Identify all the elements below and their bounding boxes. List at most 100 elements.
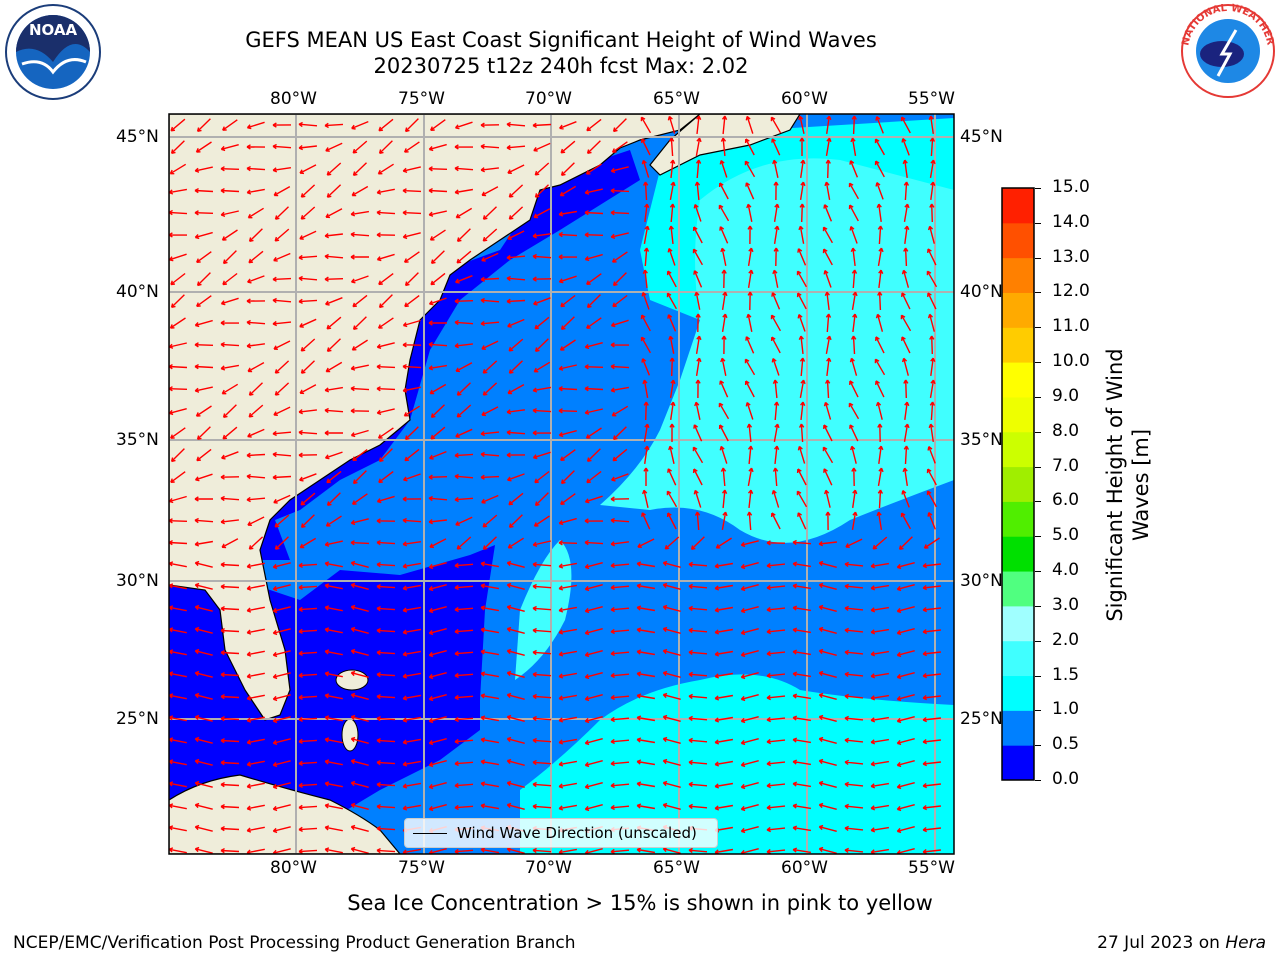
colorbar-tick-label: 14.0 <box>1052 211 1090 232</box>
wind-wave-arrow <box>506 560 525 568</box>
wind-wave-arrow <box>721 489 728 509</box>
wind-wave-arrow <box>870 716 890 723</box>
wind-wave-arrow <box>300 206 316 220</box>
wind-wave-arrow <box>428 495 448 502</box>
colorbar-tick-mark <box>1035 571 1041 573</box>
wind-wave-arrow <box>719 159 728 178</box>
land-us-east-coast <box>169 114 701 721</box>
wind-wave-arrow <box>376 561 396 568</box>
wind-wave-arrow <box>402 517 422 524</box>
wind-wave-arrow <box>298 562 318 569</box>
noaa-logo-text: NOAA <box>29 21 78 39</box>
wind-wave-arrow <box>688 671 708 678</box>
colorbar-tick-mark <box>1035 640 1041 642</box>
wind-wave-arrow <box>533 142 551 152</box>
wind-wave-arrow <box>927 512 936 530</box>
wind-wave-arrow <box>560 294 576 308</box>
wind-wave-arrow <box>800 401 806 420</box>
wind-wave-arrow <box>610 694 630 701</box>
wind-wave-arrow <box>378 294 393 309</box>
wind-wave-arrow <box>194 670 213 678</box>
wind-wave-arrow <box>695 137 702 157</box>
colorbar-bin <box>1002 362 1034 398</box>
wind-wave-arrow <box>274 382 290 396</box>
wind-wave-arrow <box>402 188 422 194</box>
wind-wave-arrow <box>610 562 630 569</box>
wind-wave-arrow <box>324 781 343 788</box>
wind-wave-arrow <box>850 445 857 464</box>
wind-wave-arrow <box>220 583 240 590</box>
wind-wave-arrow <box>844 583 864 590</box>
wind-wave-arrow <box>903 379 909 399</box>
wind-wave-arrow <box>169 408 187 416</box>
wind-wave-arrow <box>610 716 630 723</box>
wind-wave-arrow <box>246 121 265 130</box>
wind-wave-arrow <box>740 650 759 658</box>
wind-wave-arrow <box>350 714 369 722</box>
wind-wave-arrow <box>170 471 186 483</box>
wind-wave-arrow <box>326 338 341 352</box>
wind-wave-arrow <box>824 489 831 508</box>
wind-wave-arrow <box>324 737 343 744</box>
wind-wave-arrow <box>558 364 577 371</box>
wind-wave-arrow <box>610 606 630 613</box>
wind-wave-arrow <box>636 671 656 678</box>
wind-wave-arrow <box>903 423 910 443</box>
lat-label-left-25n: 25°N <box>116 709 159 729</box>
colorbar-bin <box>1002 188 1034 224</box>
wind-wave-arrow <box>770 336 781 354</box>
wind-wave-arrow <box>766 716 786 723</box>
wind-wave-arrow <box>714 716 734 723</box>
wind-wave-arrow <box>194 648 213 656</box>
wind-wave-arrow <box>246 628 265 635</box>
wind-wave-arrow <box>745 115 754 134</box>
wind-wave-arrow <box>377 427 394 439</box>
colorbar-bin <box>1002 292 1034 328</box>
wind-wave-arrow <box>402 628 422 635</box>
legend-label: Wind Wave Direction (unscaled) <box>457 824 697 842</box>
wind-wave-arrow <box>746 313 753 332</box>
wind-wave-arrow <box>896 694 915 702</box>
colorbar-tick-mark <box>1035 501 1041 503</box>
wind-wave-arrow <box>456 382 471 396</box>
wind-wave-arrow <box>719 380 729 398</box>
wind-wave-arrow <box>610 363 630 370</box>
wind-wave-arrow <box>818 714 837 722</box>
wind-wave-arrow <box>376 342 395 349</box>
wind-wave-arrow <box>324 253 344 260</box>
wind-wave-arrow <box>350 231 370 238</box>
wind-wave-arrow <box>454 848 474 854</box>
wind-wave-arrow <box>740 760 759 768</box>
wind-wave-arrow <box>428 519 447 525</box>
wind-wave-arrow <box>273 406 291 416</box>
wind-wave-arrow <box>584 562 603 570</box>
wind-wave-arrow <box>456 536 472 550</box>
wind-wave-arrow <box>900 116 911 134</box>
wind-wave-arrow <box>350 518 369 526</box>
wind-wave-arrow <box>402 694 422 701</box>
wind-wave-arrow <box>792 781 812 788</box>
wind-wave-arrow <box>610 760 630 767</box>
wind-wave-arrow <box>902 159 908 178</box>
wind-wave-arrow <box>744 358 756 376</box>
wind-wave-arrow <box>740 584 759 592</box>
wind-wave-arrow <box>220 759 240 766</box>
lat-label-right-25n: 25°N <box>960 709 1003 729</box>
wind-wave-arrow <box>766 694 786 701</box>
wind-wave-arrow <box>428 738 447 746</box>
wind-wave-arrow <box>559 121 577 130</box>
wind-wave-arrow <box>300 492 316 506</box>
wind-wave-arrow <box>272 167 292 173</box>
wind-wave-arrow <box>584 716 603 724</box>
wind-wave-arrow <box>773 423 780 443</box>
wind-wave-arrow <box>195 405 212 417</box>
colorbar-tick-mark <box>1035 222 1041 224</box>
wind-wave-arrow <box>196 251 212 263</box>
wind-wave-arrow <box>428 650 447 658</box>
wind-wave-arrow <box>643 401 649 421</box>
colorbar-tick-label: 2.0 <box>1052 629 1080 650</box>
wind-wave-arrow <box>507 318 525 328</box>
wind-wave-arrow <box>532 649 552 656</box>
wind-wave-arrow <box>350 780 369 788</box>
wind-wave-arrow <box>695 335 702 355</box>
